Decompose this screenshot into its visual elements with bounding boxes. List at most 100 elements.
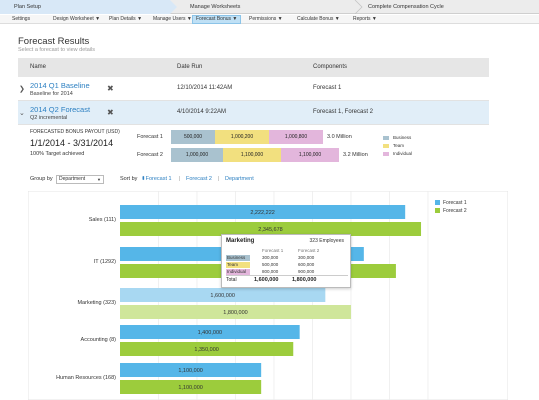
bar-forecast-1[interactable] [120,325,300,339]
nav-reports[interactable]: Reports ▼ [353,16,377,22]
page-title: Forecast Results [18,36,90,47]
nav-settings[interactable]: Settings [12,16,31,22]
swatch-business [383,135,389,140]
bar-forecast-2[interactable] [120,305,351,319]
forecast-name-link[interactable]: 2014 Q1 Baseline [30,81,90,90]
table-row[interactable]: ⌄ 2014 Q2 Forecast Q2 incremental ✖ 4/10… [18,101,489,125]
bar-value-label: 2,222,222 [250,210,274,216]
payout-total: 3.2 Million [343,152,368,158]
payout-legend-item: Team [383,143,404,148]
payout-target: 100% Target achieved [30,151,85,157]
wizard-separators [354,0,363,14]
payout-date-range: 1/1/2014 - 3/31/2014 [30,138,114,148]
payout-segment-team: 1,000,200 [215,130,269,144]
delete-icon[interactable]: ✖ [107,108,114,117]
delete-icon[interactable]: ✖ [107,84,114,93]
category-label: IT (1292) [93,258,116,265]
payout-segment-individual: 1,000,800 [269,130,323,144]
caret-down-icon: ▼ [97,177,101,182]
forecast-description: Baseline for 2014 [30,91,73,97]
wizard-step-label: Plan Setup [14,4,41,10]
chevron-right-icon[interactable]: ❯ [19,86,25,93]
wizard-step-label: Complete Compensation Cycle [368,4,444,10]
forecast-date: 4/10/2014 9:22AM [177,109,227,115]
bar-value-label: 1,800,000 [223,310,247,316]
chart-legend: Forecast 1 Forecast 2 [435,200,467,216]
bar-value-label: 1,600,000 [210,293,234,299]
chart-tooltip: Marketing 323 Employees Forecast 1 Forec… [221,234,351,288]
tooltip-divider [226,275,348,276]
wizard-steps: Plan Setup Manage Worksheets Complete Co… [0,0,539,14]
category-label: Sales (111) [88,216,116,223]
bar-value-label: 1,400,000 [198,330,222,336]
payout-segment-individual: 1,100,000 [281,148,339,162]
wizard-step-complete-cycle[interactable]: Complete Compensation Cycle [368,0,444,14]
forecast-table-header: Name Date Run Components [18,58,489,77]
nav-plan-details[interactable]: Plan Details ▼ [109,16,143,22]
category-label: Human Resources (168) [56,374,116,381]
nav-design-worksheet[interactable]: Design Worksheet ▼ [53,16,101,22]
wizard-step-plan-setup[interactable]: Plan Setup [0,0,177,14]
bar-forecast-2[interactable] [120,222,422,236]
sort-forecast-2[interactable]: Forecast 2 [186,176,212,182]
tooltip-col-header: Forecast 2 [298,248,320,253]
bar-forecast-2[interactable] [120,380,262,394]
forecast-components: Forecast 1 [313,85,342,91]
page-subtitle: Select a forecast to view details [18,47,96,53]
nav-forecast-bonus[interactable]: Forecast Bonus ▼ [192,15,242,24]
sort-separator: | [218,176,220,182]
bar-forecast-1[interactable] [120,205,406,219]
tooltip-employees: 323 Employees [309,238,344,244]
tooltip-col-header: Forecast 1 [262,248,284,253]
payout-row-label: Forecast 1 [137,134,163,140]
sort-forecast-1[interactable]: ⬍Forecast 1 [141,176,172,182]
forecast-name-link[interactable]: 2014 Q2 Forecast [30,105,91,114]
payout-legend-item: Individual [383,151,412,156]
group-by-label: Group by [30,176,53,182]
tooltip-row: Business 300,000 300,000 [226,255,315,261]
bar-value-label: 2,345,678 [258,227,282,233]
bar-forecast-2[interactable] [120,342,294,356]
nav-calculate-bonus[interactable]: Calculate Bonus ▼ [297,16,340,22]
tooltip-row: Team 500,000 600,000 [226,262,315,268]
wizard-step-manage-worksheets[interactable]: Manage Worksheets [190,0,240,14]
category-label: Marketing (323) [77,299,116,306]
legend-item-forecast-1[interactable]: Forecast 1 [435,200,467,206]
sub-navigation: Settings Design Worksheet ▼ Plan Details… [0,15,539,24]
nav-manage-users[interactable]: Manage Users ▼ [153,16,192,22]
payout-total: 3.0 Million [327,134,352,140]
tooltip-title: Marketing [226,238,255,244]
tooltip-row: Individual 800,000 900,000 [226,269,315,275]
bar-forecast-1[interactable] [120,363,262,377]
payout-segment-team: 1,100,000 [223,148,281,162]
bar-forecast-1[interactable] [120,288,326,302]
payout-segment-business: 500,000 [171,130,215,144]
bar-value-label: 1,350,000 [194,347,218,353]
nav-permissions[interactable]: Permissions ▼ [249,16,283,22]
legend-item-forecast-2[interactable]: Forecast 2 [435,208,467,214]
wizard-step-label: Manage Worksheets [190,4,241,10]
forecast-components: Forecast 1, Forecast 2 [313,109,374,115]
payout-segment-business: 1,000,000 [171,148,223,162]
tooltip-total: Total 1,600,000 1,800,000 [226,277,317,283]
swatch-forecast-2 [435,208,440,214]
col-header-components: Components [313,64,348,70]
forecast-date: 12/10/2014 11:42AM [177,85,233,91]
department-bar-chart: 2,222,222 2,345,678 1,600,000 1,800,000 1,40… [28,191,508,400]
payout-heading: FORECASTED BONUS PAYOUT (USD) [30,129,120,135]
payout-legend-item: Business [383,135,411,140]
group-by-value: Department [59,176,86,182]
sort-by-label: Sort by [120,176,138,182]
col-header-date: Date Run [177,64,203,70]
forecast-description: Q2 incremental [30,115,68,121]
bar-value-label: 1,100,000 [178,368,202,374]
payout-row-label: Forecast 2 [137,152,163,158]
chevron-down-icon[interactable]: ⌄ [19,110,25,117]
group-by-select[interactable]: Department ▼ [56,175,104,184]
swatch-individual [383,151,389,156]
category-label: Accounting (8) [80,336,116,343]
table-row[interactable]: ❯ 2014 Q1 Baseline Baseline for 2014 ✖ 1… [18,77,489,101]
sort-department[interactable]: Department [225,176,254,182]
col-header-name: Name [30,64,47,70]
step-arrow-icon [170,0,177,14]
